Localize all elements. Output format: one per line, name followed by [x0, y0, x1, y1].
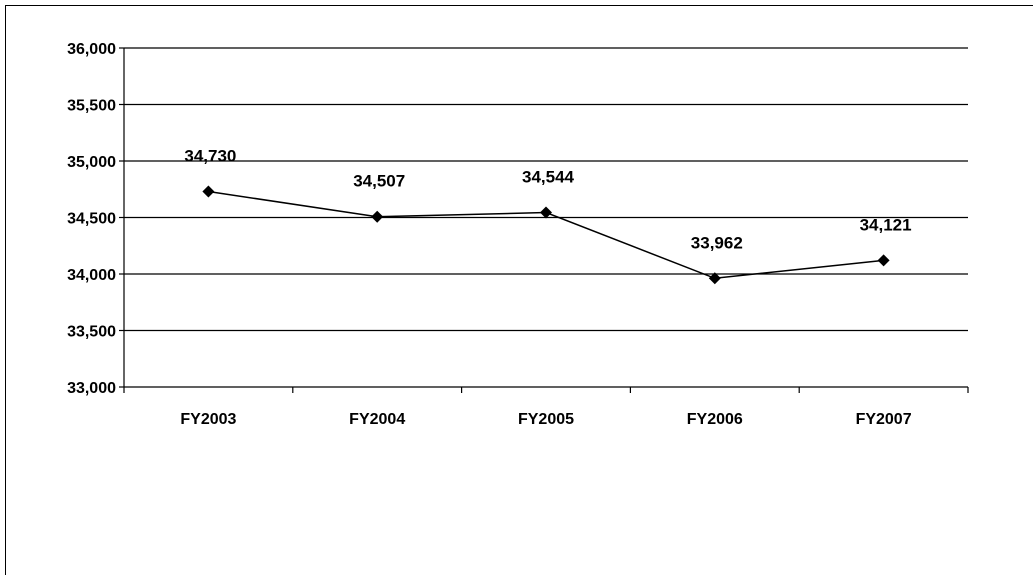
data-point-marker: [202, 185, 215, 198]
x-tick-label: FY2006: [687, 411, 743, 428]
data-point-marker: [708, 272, 721, 285]
x-tick-label: FY2005: [518, 411, 574, 428]
markers: [202, 185, 890, 285]
series-line-layer: [208, 190, 884, 280]
data-label: 34,544: [522, 168, 575, 187]
chart-frame: [5, 5, 1033, 575]
data-point-marker: [540, 206, 552, 219]
x-tick-labels: FY2003 FY2004 FY2005 FY2006 FY2007: [180, 411, 911, 428]
y-tick-label: 33,500: [67, 324, 116, 341]
y-tick-label: 35,500: [67, 98, 116, 115]
data-label: 33,962: [691, 233, 743, 252]
series-line: [208, 190, 884, 280]
data-label: 34,121: [860, 215, 912, 234]
x-tick-label: FY2004: [349, 411, 405, 428]
data-label: 34,730: [184, 147, 236, 166]
y-tick-label: 36,000: [67, 41, 116, 58]
y-tick-label: 33,000: [67, 380, 116, 397]
x-tick-label: FY2003: [180, 411, 236, 428]
data-labels: 34,730 34,507 34,544 33,962 34,121: [184, 147, 911, 253]
data-label: 34,507: [353, 172, 405, 191]
y-tick-label: 34,500: [67, 211, 116, 228]
y-tick-labels: 33,000 33,500 34,000 34,500 35,000 35,500 36,0…: [67, 41, 116, 397]
y-tick-label: 35,000: [67, 154, 116, 171]
x-tick-label: FY2007: [856, 411, 912, 428]
data-point-marker: [371, 210, 384, 223]
y-tick-label: 34,000: [67, 267, 116, 284]
gridlines: [124, 47, 968, 332]
line-chart: 33,000 33,500 34,000 34,500 35,000 35,500 36,0…: [67, 41, 969, 428]
axes: [119, 47, 969, 393]
data-point-marker: [877, 254, 890, 267]
